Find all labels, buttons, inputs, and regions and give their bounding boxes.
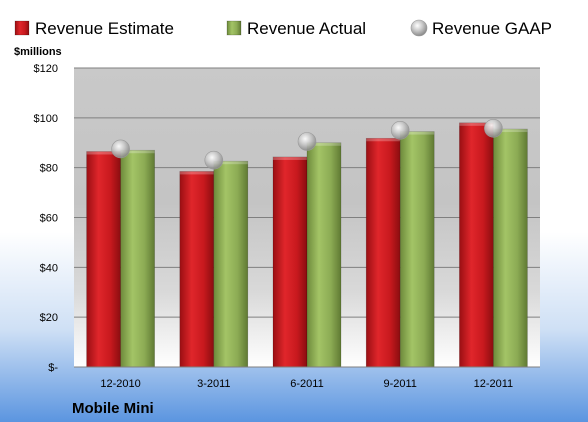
bar-top-highlight xyxy=(86,151,121,155)
bar-top-highlight xyxy=(273,156,307,160)
bar-estimate xyxy=(179,171,215,368)
bar-top-highlight xyxy=(459,122,494,126)
bar-top-highlight xyxy=(400,131,435,135)
bar-estimate xyxy=(365,137,401,368)
legend-label: Revenue Actual xyxy=(247,19,366,38)
markers-layer xyxy=(111,118,503,170)
bar-actual xyxy=(306,142,342,368)
y-axis: $- $20 $40 $60 $80 $100 $120 xyxy=(34,63,540,374)
unit-label: $millions xyxy=(14,46,62,58)
gaap-marker xyxy=(111,139,130,159)
company-label: Mobile Mini xyxy=(72,400,154,417)
y-tick-label: $40 xyxy=(40,262,58,274)
bar-actual xyxy=(120,149,155,368)
legend-swatch xyxy=(14,20,30,36)
x-tick-label: 12-2010 xyxy=(100,378,140,390)
bars-layer xyxy=(86,122,528,368)
bar-actual xyxy=(493,128,528,368)
x-tick-label: 12-2011 xyxy=(474,378,514,390)
y-tick-label: $120 xyxy=(34,63,58,75)
bar-actual xyxy=(213,160,249,368)
bar-top-highlight xyxy=(179,171,214,175)
gaap-marker xyxy=(297,132,317,151)
x-tick-label: 9-2011 xyxy=(383,378,416,390)
bar-top-highlight xyxy=(493,129,528,133)
y-tick-label: $80 xyxy=(40,163,58,175)
bar-top-highlight xyxy=(213,161,248,165)
y-tick-label: $60 xyxy=(40,213,58,225)
y-tick-label: $20 xyxy=(40,312,58,324)
legend-label: Revenue Estimate xyxy=(35,19,174,38)
bar-estimate xyxy=(272,156,308,368)
gaap-marker xyxy=(204,150,224,170)
bar-actual xyxy=(399,131,435,368)
bar-top-highlight xyxy=(120,150,155,154)
x-tick-label: 6-2011 xyxy=(290,378,323,390)
bar-estimate xyxy=(86,151,121,368)
legend-swatch xyxy=(410,19,428,37)
legend-swatch xyxy=(226,20,242,36)
legend-label: Revenue GAAP xyxy=(432,19,552,38)
bar-estimate xyxy=(459,122,494,368)
y-tick-label: $100 xyxy=(34,113,58,125)
gaap-marker xyxy=(484,118,503,138)
bar-top-highlight xyxy=(307,142,341,146)
x-axis: 12-2010 3-2011 6-2011 9-2011 12-2011 xyxy=(100,378,513,390)
legend: Revenue Estimate Revenue Actual Revenue GA… xyxy=(14,19,552,38)
x-tick-label: 3-2011 xyxy=(197,378,230,390)
y-tick-label: $- xyxy=(48,362,58,374)
bar-top-highlight xyxy=(366,138,401,142)
gaap-marker xyxy=(390,120,410,140)
